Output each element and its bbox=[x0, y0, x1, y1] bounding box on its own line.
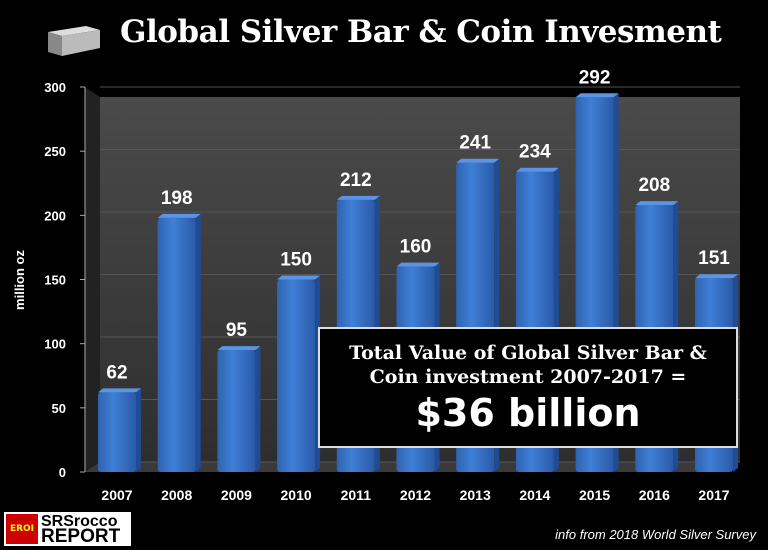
bar-top bbox=[635, 201, 679, 206]
x-tick-label: 2012 bbox=[400, 487, 431, 503]
data-label: 62 bbox=[106, 362, 127, 383]
data-label: 160 bbox=[400, 237, 432, 258]
data-label: 198 bbox=[161, 188, 193, 209]
y-tick-label: 200 bbox=[44, 208, 66, 223]
chart-title: Global Silver Bar & Coin Invesment bbox=[120, 14, 722, 50]
bar-top bbox=[336, 195, 380, 200]
data-label: 150 bbox=[280, 250, 312, 271]
data-label: 212 bbox=[340, 170, 372, 191]
bar-top bbox=[575, 93, 619, 98]
bar-2009 bbox=[217, 350, 256, 472]
silver-bar-icon bbox=[48, 26, 100, 56]
source-note: info from 2018 World Silver Survey bbox=[555, 527, 756, 542]
x-tick-label: 2016 bbox=[639, 487, 670, 503]
data-label: 95 bbox=[226, 320, 248, 341]
bar-2007 bbox=[98, 392, 136, 472]
data-label: 208 bbox=[638, 175, 670, 196]
x-tick-label: 2015 bbox=[579, 487, 610, 503]
x-tick-label: 2010 bbox=[281, 487, 312, 503]
y-tick-label: 150 bbox=[44, 273, 66, 288]
bar-2008 bbox=[157, 217, 196, 472]
logo-badge: EROI bbox=[6, 514, 38, 544]
y-tick-label: 0 bbox=[59, 465, 66, 480]
x-tick-label: 2011 bbox=[341, 487, 372, 503]
y-tick-label: 300 bbox=[44, 80, 66, 95]
x-tick-label: 2014 bbox=[519, 487, 550, 503]
bar-top bbox=[277, 275, 321, 280]
callout-line1: Total Value of Global Silver Bar & bbox=[349, 342, 707, 364]
bar-top bbox=[515, 167, 559, 172]
bar-side bbox=[195, 213, 201, 472]
bar-top bbox=[456, 158, 500, 163]
bar-top bbox=[695, 274, 738, 279]
x-tick-label: 2008 bbox=[161, 487, 192, 503]
logo-line2: REPORT bbox=[41, 526, 121, 547]
data-label: 241 bbox=[459, 133, 491, 154]
bar-2010 bbox=[277, 279, 316, 472]
x-tick-label: 2007 bbox=[101, 487, 132, 503]
logo-line1: SRSrocco bbox=[41, 513, 118, 530]
srsrocco-logo: EROI SRSrocco REPORT bbox=[4, 512, 131, 546]
callout-line2: Coin investment 2007-2017 = bbox=[369, 366, 687, 388]
x-tick-label: 2017 bbox=[698, 487, 729, 503]
data-label: 292 bbox=[579, 67, 611, 88]
bar-top bbox=[98, 388, 141, 393]
bar-top bbox=[396, 262, 440, 267]
x-tick-label: 2009 bbox=[221, 487, 252, 503]
y-axis-label: million oz bbox=[12, 250, 27, 310]
data-label: 234 bbox=[519, 142, 551, 163]
x-tick-label: 2013 bbox=[460, 487, 491, 503]
side-wall bbox=[85, 87, 100, 472]
total-value-callout: Total Value of Global Silver Bar & Coin … bbox=[318, 327, 738, 448]
data-label: 151 bbox=[698, 248, 730, 269]
bar-top bbox=[217, 346, 261, 351]
bar-top bbox=[157, 213, 201, 218]
callout-value: $36 billion bbox=[415, 391, 641, 435]
bar-side bbox=[136, 388, 141, 472]
y-tick-label: 50 bbox=[52, 401, 66, 416]
y-tick-label: 250 bbox=[44, 144, 66, 159]
y-tick-label: 100 bbox=[44, 337, 66, 352]
bar-side bbox=[255, 346, 261, 472]
